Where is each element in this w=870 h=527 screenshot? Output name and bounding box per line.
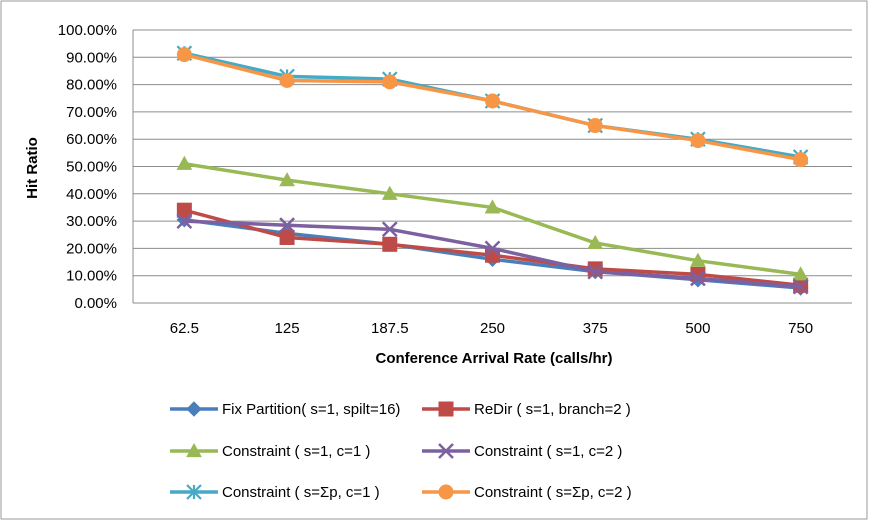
x-tick-label: 750 xyxy=(788,320,813,337)
data-point-triangle xyxy=(176,155,193,170)
data-point-square xyxy=(382,236,398,252)
legend-label: Constraint ( s=1, c=1 ) xyxy=(222,443,370,460)
legend-item: Constraint ( s=1, c=1 ) xyxy=(170,442,370,460)
series-4 xyxy=(176,213,809,295)
x-tick-label: 500 xyxy=(685,320,710,337)
data-point-circle xyxy=(279,73,295,89)
data-point-x xyxy=(438,443,454,459)
y-tick-label: 80.00% xyxy=(66,77,117,94)
x-tick-label: 125 xyxy=(275,320,300,337)
data-point-x xyxy=(176,213,193,229)
data-point-x xyxy=(484,240,501,257)
x-axis-title: Conference Arrival Rate (calls/hr) xyxy=(375,350,612,367)
data-point-triangle xyxy=(186,442,202,458)
data-point-triangle xyxy=(381,185,398,200)
series-3 xyxy=(176,155,809,281)
series-layer xyxy=(176,45,809,296)
data-point-circle xyxy=(438,484,454,500)
data-point-circle xyxy=(485,93,500,109)
legend-label: Constraint ( s=Σp, c=2 ) xyxy=(474,484,632,501)
legend-item: Fix Partition( s=1, spilt=16) xyxy=(170,401,400,418)
data-point-square xyxy=(279,229,295,245)
data-point-diamond xyxy=(186,401,202,417)
y-tick-label: 10.00% xyxy=(66,268,117,285)
legend-label: Fix Partition( s=1, spilt=16) xyxy=(222,401,400,418)
y-tick-label: 90.00% xyxy=(66,49,117,66)
data-point-circle xyxy=(587,118,603,134)
legend: Fix Partition( s=1, spilt=16) ReDir ( s=1… xyxy=(170,401,632,501)
data-point-triangle xyxy=(690,252,706,267)
x-axis-ticks: 62.5 125 187.5 250 375 500 750 xyxy=(170,320,813,337)
data-point-triangle xyxy=(279,172,295,187)
x-tick-label: 62.5 xyxy=(170,320,199,337)
data-point-triangle xyxy=(792,266,809,281)
legend-item: Constraint ( s=1, c=2 ) xyxy=(422,443,622,460)
y-tick-label: 30.00% xyxy=(66,213,117,230)
series-6 xyxy=(176,47,809,168)
data-point-triangle xyxy=(484,199,501,214)
x-tick-label: 375 xyxy=(583,320,608,337)
data-point-x xyxy=(690,270,706,287)
legend-label: Constraint ( s=Σp, c=1 ) xyxy=(222,484,380,501)
x-tick-label: 250 xyxy=(480,320,505,337)
legend-label: ReDir ( s=1, branch=2 ) xyxy=(474,401,631,418)
data-point-square xyxy=(438,401,454,417)
data-point-star xyxy=(186,484,202,500)
legend-item: Constraint ( s=Σp, c=1 ) xyxy=(170,484,380,501)
data-point-x xyxy=(587,263,604,280)
y-tick-label: 100.00% xyxy=(58,22,117,39)
data-point-circle xyxy=(690,133,706,149)
data-point-circle xyxy=(176,47,192,63)
y-tick-label: 60.00% xyxy=(66,131,117,148)
y-tick-label: 0.00% xyxy=(74,295,117,312)
y-axis-ticks: 0.00% 10.00% 20.00% 30.00% 40.00% 50.00% 60.00… xyxy=(58,22,117,312)
data-point-circle xyxy=(793,152,809,168)
x-tick-label: 187.5 xyxy=(371,320,409,337)
y-tick-label: 20.00% xyxy=(66,240,117,257)
gridlines xyxy=(132,29,852,304)
y-tick-label: 40.00% xyxy=(66,186,117,203)
legend-item: Constraint ( s=Σp, c=2 ) xyxy=(422,484,632,501)
data-point-x xyxy=(279,217,295,234)
y-tick-label: 50.00% xyxy=(66,159,117,176)
legend-label: Constraint ( s=1, c=2 ) xyxy=(474,443,622,460)
y-tick-label: 70.00% xyxy=(66,104,117,121)
data-point-x xyxy=(792,278,809,295)
data-point-circle xyxy=(382,74,398,90)
data-point-square xyxy=(176,202,192,218)
data-point-triangle xyxy=(587,234,604,250)
legend-item: ReDir ( s=1, branch=2 ) xyxy=(422,401,631,418)
y-axis-title: Hit Ratio xyxy=(24,137,41,199)
data-point-x xyxy=(381,221,398,238)
